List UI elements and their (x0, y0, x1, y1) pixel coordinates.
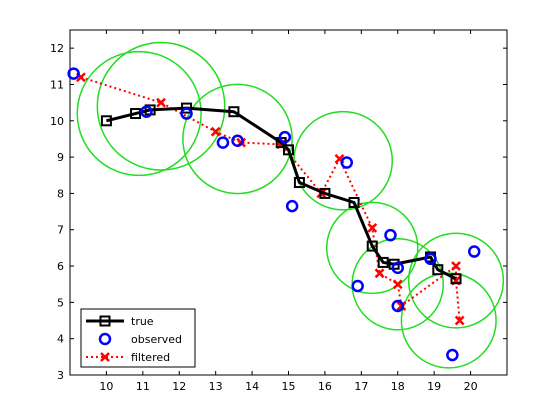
y-tick-label: 5 (57, 296, 64, 309)
y-tick-label: 4 (57, 333, 64, 346)
observed-point (446, 348, 459, 362)
axes: 10 11 12 13 14 15 16 17 18 19 20 3 4 5 6 7 8 9 10 11 12 (50, 30, 507, 393)
true-point (348, 197, 360, 208)
x-tick-label: 20 (464, 380, 478, 393)
x-tick-label: 13 (209, 380, 223, 393)
x-tick-label: 14 (245, 380, 259, 393)
true-point (319, 187, 331, 199)
y-tick-label: 7 (57, 224, 64, 237)
y-tick-label: 12 (50, 42, 64, 55)
filtered-point (392, 279, 403, 290)
true-point (181, 102, 193, 114)
legend-true-marker (99, 315, 111, 327)
observed-point (278, 130, 292, 144)
y-tick-label: 6 (57, 260, 64, 273)
legend-true-label: true (131, 315, 154, 328)
observed-point (424, 252, 437, 266)
legend-observed-marker (98, 332, 112, 346)
legend-filtered-label: filtered (131, 351, 170, 364)
uncertainty-circle (76, 50, 202, 177)
x-tick-label: 16 (318, 380, 332, 393)
true-point (130, 108, 142, 120)
legend-observed-label: observed (131, 333, 182, 346)
true-point (377, 256, 389, 268)
observed-point (180, 107, 193, 120)
filtered-point (454, 315, 465, 326)
filtered-point (451, 261, 461, 271)
observed-point (67, 67, 80, 80)
observed-point (391, 299, 404, 313)
x-tick-label: 18 (391, 380, 405, 393)
filtered-point (374, 268, 385, 279)
observed-point (351, 279, 364, 293)
true-point (366, 240, 378, 252)
uncertainty-circle (407, 232, 505, 329)
true-point (450, 273, 462, 285)
observed-point (340, 156, 354, 169)
legend-filtered-marker (100, 352, 110, 362)
y-tick-label: 3 (57, 369, 64, 382)
filtered-point (210, 126, 221, 137)
true-series (100, 102, 462, 285)
true-point (283, 144, 294, 156)
uncertainty-circle (325, 201, 419, 295)
uncertainty-circle (182, 83, 293, 195)
observed-point (391, 261, 404, 275)
observed-point (467, 245, 481, 258)
filtered-point (156, 97, 166, 108)
legend: true observed filtered (80, 308, 196, 368)
true-point (388, 258, 400, 270)
filtered-point (367, 223, 378, 233)
filtered-line (80, 76, 461, 321)
observed-point (285, 199, 299, 213)
y-tick-label: 11 (50, 78, 64, 91)
true-point (293, 177, 305, 189)
y-tick-label: 8 (57, 187, 64, 200)
observed-point (231, 134, 244, 148)
x-tick-label: 11 (136, 380, 150, 393)
uncertainty-circle (293, 110, 394, 211)
true-line (106, 106, 457, 281)
uncertainty-circle (96, 41, 226, 171)
x-tick-label: 10 (99, 380, 113, 393)
true-point (100, 115, 112, 127)
true-point (432, 264, 444, 276)
observed-series (67, 67, 481, 362)
x-tick-label: 12 (172, 380, 186, 393)
observed-point (216, 136, 230, 149)
y-tick-label: 10 (50, 115, 64, 128)
uncertainty-circle (400, 272, 497, 369)
true-point (228, 106, 240, 118)
y-tick-label: 9 (57, 151, 64, 164)
x-tick-label: 19 (427, 380, 441, 393)
observed-point (140, 105, 153, 118)
x-tick-label: 15 (282, 380, 296, 393)
x-tick-label: 17 (354, 380, 368, 393)
filtered-point (396, 301, 407, 311)
observed-point (384, 228, 397, 242)
